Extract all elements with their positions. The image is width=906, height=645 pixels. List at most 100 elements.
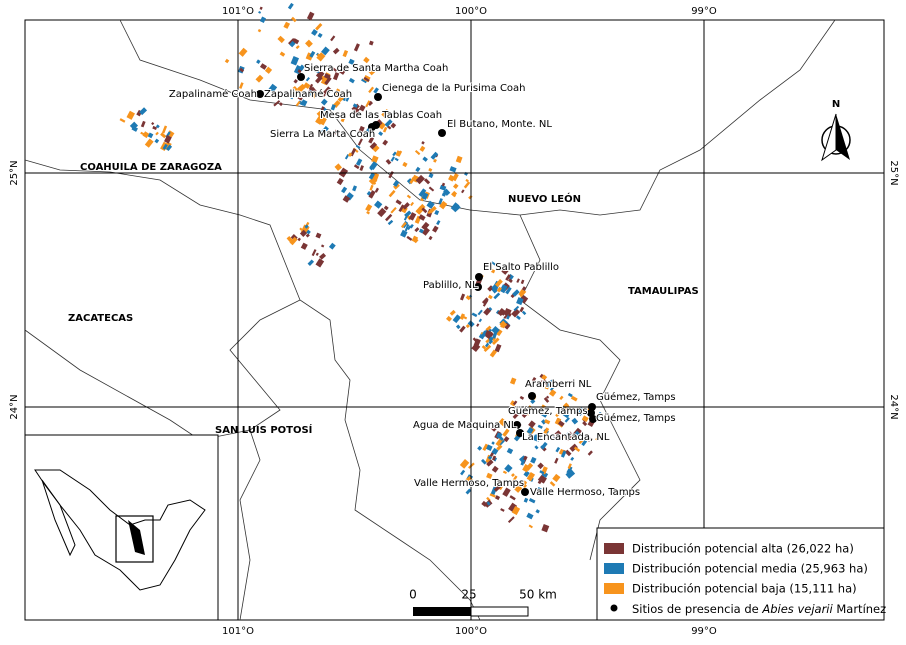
distribution-patch [336, 91, 344, 98]
distribution-patch [371, 155, 379, 164]
distribution-patch [549, 386, 554, 392]
distribution-patch [154, 138, 160, 144]
distribution-patch [555, 412, 560, 418]
distribution-patch [414, 149, 421, 156]
distribution-patch [392, 151, 397, 157]
distribution-patch [478, 318, 483, 323]
distribution-patch [315, 258, 325, 268]
distribution-patch [291, 16, 297, 23]
scale-bar: 0 25 50 km [409, 588, 557, 617]
distribution-patch [489, 493, 496, 498]
distribution-patch [476, 323, 480, 327]
distribution-patch [574, 430, 582, 438]
distribution-patch [493, 484, 502, 492]
state-label: COAHUILA DE ZARAGOZA [80, 162, 222, 173]
distribution-patch [486, 444, 493, 451]
distribution-patch [313, 69, 320, 74]
distribution-patch [295, 45, 300, 50]
distribution-patch [367, 100, 373, 107]
distribution-patch [426, 200, 435, 209]
state-label: TAMAULIPAS [628, 286, 699, 297]
distribution-patch [160, 132, 167, 139]
distribution-patch [459, 325, 466, 333]
distribution-patch [494, 343, 502, 353]
distribution-patch [558, 420, 565, 427]
distribution-patch [259, 16, 266, 23]
distribution-patch [355, 144, 361, 149]
distribution-patch [256, 59, 261, 64]
distribution-patch [406, 194, 412, 199]
distribution-patch [255, 74, 264, 83]
distribution-patch [502, 422, 508, 428]
distribution-patch [421, 207, 428, 214]
lon-label: 100°O [455, 6, 487, 17]
distribution-patch [491, 269, 496, 274]
distribution-patch [539, 380, 546, 387]
distribution-patch [363, 56, 370, 64]
distribution-patch [528, 524, 533, 529]
distribution-patch [546, 395, 550, 399]
distribution-patch [383, 205, 389, 211]
distribution-patch [508, 502, 518, 513]
distribution-patch [500, 508, 505, 512]
distribution-patch [320, 244, 325, 248]
distribution-patch [536, 487, 542, 493]
distribution-patch [304, 224, 309, 229]
distribution-patch [587, 450, 593, 456]
distribution-patch [596, 411, 602, 418]
site-label: El Salto Pablillo [483, 262, 559, 273]
distribution-patch [317, 32, 323, 38]
distribution-patch [341, 186, 348, 194]
distribution-patch [238, 47, 248, 57]
distribution-patch [411, 235, 419, 243]
site-label: Sierra de Santa Martha Coah [304, 63, 448, 74]
distribution-patch [331, 67, 338, 72]
distribution-patch [515, 315, 521, 320]
distribution-patch [507, 278, 513, 284]
state-label: ZACATECAS [68, 313, 133, 324]
distribution-patch [345, 96, 350, 102]
distribution-patch [119, 118, 126, 123]
distribution-patch [554, 417, 562, 425]
distribution-patch [549, 389, 557, 397]
distribution-patch [279, 102, 283, 107]
distribution-patch [483, 344, 492, 353]
legend-label: Distribución potencial baja (15,111 ha) [632, 582, 857, 596]
lat-label: 24°N [9, 394, 20, 419]
distribution-patch [502, 470, 507, 475]
lat-label: 25°N [9, 160, 20, 185]
legend-label: Distribución potencial alta (26,022 ha) [632, 542, 854, 556]
distribution-patch [511, 506, 521, 516]
distribution-patch [573, 446, 581, 452]
distribution-patch [140, 131, 146, 136]
distribution-patch [382, 139, 389, 146]
distribution-patch [257, 28, 262, 33]
state-label: SAN LUIS POTOSÍ [215, 423, 313, 436]
distribution-patch [404, 210, 412, 218]
distribution-patch [488, 306, 493, 311]
site-label: Aramberri NL [525, 379, 592, 390]
distribution-patch [571, 417, 579, 425]
distribution-patch [377, 207, 387, 218]
distribution-patch [402, 202, 410, 210]
distribution-patch [421, 141, 425, 145]
site-label: Valle Hermoso, Tamps [530, 487, 640, 498]
distribution-patch [418, 203, 426, 211]
distribution-patch [595, 434, 602, 441]
distribution-patch [449, 309, 456, 316]
legend-swatch [604, 563, 624, 574]
distribution-patch [140, 120, 146, 128]
distribution-patch [481, 297, 489, 305]
distribution-patch [359, 165, 364, 171]
distribution-patch [459, 459, 470, 469]
distribution-patch [289, 236, 298, 246]
distribution-patch [490, 261, 497, 266]
distribution-patch [546, 379, 554, 388]
distribution-patch [369, 161, 378, 170]
distribution-patch [344, 154, 350, 160]
distribution-patch [273, 100, 281, 107]
site-label: La Encantada, NL [522, 432, 610, 443]
site-point [438, 129, 446, 137]
distribution-patch [532, 434, 540, 442]
distribution-patch [504, 464, 513, 473]
